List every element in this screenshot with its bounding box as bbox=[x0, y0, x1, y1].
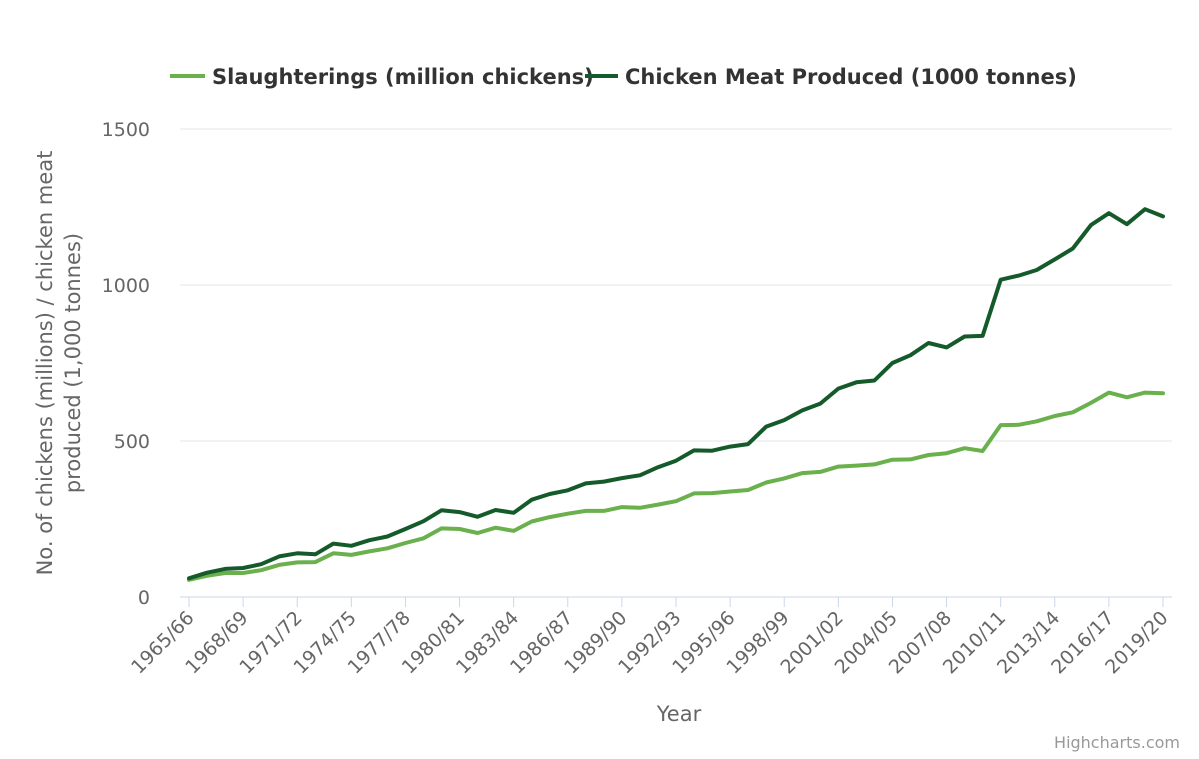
y-tick-labels: 0 500 1000 1500 bbox=[102, 119, 150, 609]
x-axis-title: Year bbox=[656, 702, 702, 726]
y-tick-label: 0 bbox=[138, 587, 150, 609]
legend-label-slaughterings: Slaughterings (million chickens) bbox=[212, 65, 594, 89]
legend-item-slaughterings[interactable]: Slaughterings (million chickens) bbox=[170, 65, 594, 89]
series-line-chicken-meat[interactable] bbox=[187, 207, 1165, 581]
series-group bbox=[187, 207, 1165, 582]
legend-item-chicken-meat[interactable]: Chicken Meat Produced (1000 tonnes) bbox=[585, 65, 1077, 89]
legend: Slaughterings (million chickens) Chicken… bbox=[170, 65, 1077, 89]
y-axis-title-line-1: No. of chickens (millions) / chicken mea… bbox=[33, 151, 57, 576]
series-line-slaughterings[interactable] bbox=[187, 390, 1165, 582]
legend-label-chicken-meat: Chicken Meat Produced (1000 tonnes) bbox=[625, 65, 1077, 89]
grid bbox=[180, 128, 1172, 598]
y-tick-label: 500 bbox=[114, 431, 150, 453]
y-tick-label: 1000 bbox=[102, 275, 150, 297]
credits-link[interactable]: Highcharts.com bbox=[1054, 733, 1180, 752]
y-tick-label: 1500 bbox=[102, 119, 150, 141]
y-axis-title: No. of chickens (millions) / chicken mea… bbox=[33, 151, 85, 576]
y-axis-title-line-2: produced (1,000 tonnes) bbox=[61, 233, 85, 493]
